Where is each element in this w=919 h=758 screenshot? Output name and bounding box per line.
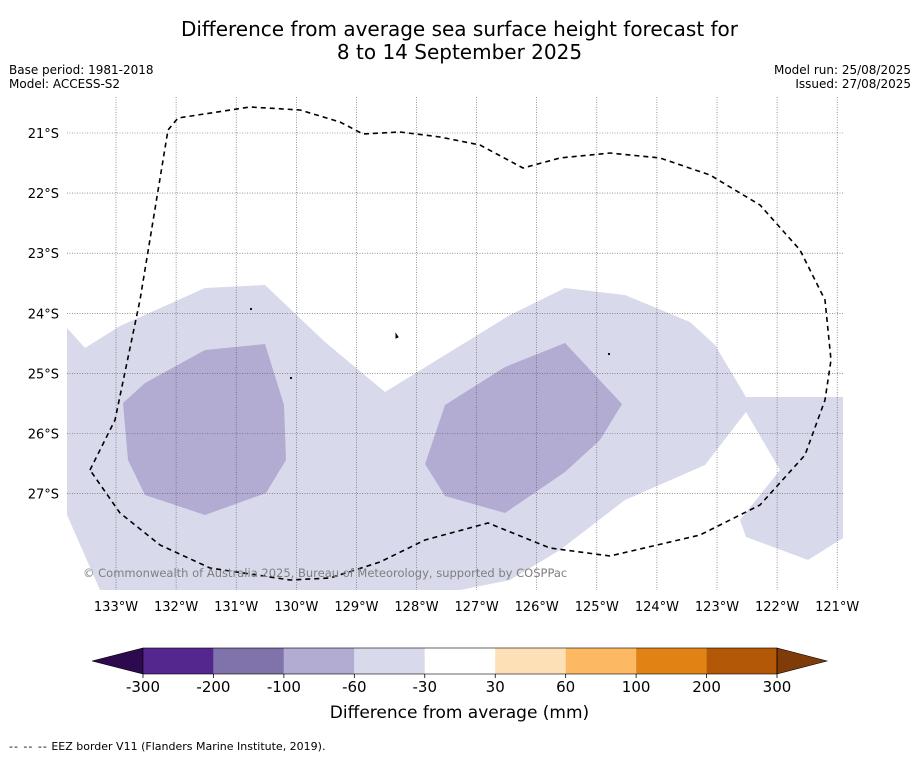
latitude-label: 21°S [28, 127, 59, 142]
latitude-label: 24°S [28, 307, 59, 322]
copyright-notice: © Commonwealth of Australia 2025, Bureau… [83, 566, 567, 580]
meta-right: Model run: 25/08/2025 Issued: 27/08/2025 [774, 63, 911, 91]
longitude-label: 121°W [815, 600, 859, 615]
issued-date: Issued: 27/08/2025 [795, 77, 911, 91]
latitude-label: 23°S [28, 247, 59, 262]
colorbar-tick-label: -100 [267, 678, 301, 696]
model-name: Model: ACCESS-S2 [9, 77, 121, 91]
colorbar-tick-label: 300 [763, 678, 792, 696]
eez-border [89, 106, 832, 581]
longitude-label: 124°W [635, 600, 679, 615]
anomaly-shading [67, 285, 843, 590]
colorbar-tick-label: 30 [486, 678, 505, 696]
footnote: -- -- -- EEZ border V11 (Flanders Marine… [9, 740, 325, 753]
base-period: Base period: 1981-2018 [9, 63, 154, 77]
title-line-2: 8 to 14 September 2025 [336, 40, 583, 64]
colorbar-bin [636, 648, 707, 674]
colorbar-bin [424, 648, 496, 674]
colorbar-label: Difference from average (mm) [329, 703, 590, 723]
colorbar-tick-label: -200 [196, 678, 230, 696]
island-marker [289, 376, 293, 380]
colorbar-tick-label: 200 [692, 678, 721, 696]
longitude-label: 130°W [274, 600, 318, 615]
island-marker [249, 307, 253, 311]
latitude-label: 26°S [28, 428, 59, 443]
meta-left: Base period: 1981-2018 Model: ACCESS-S2 [9, 63, 154, 91]
longitude-label: 123°W [695, 600, 739, 615]
longitude-label: 131°W [214, 600, 258, 615]
longitude-label: 126°W [515, 600, 559, 615]
colorbar-bin [565, 648, 637, 674]
colorbar-tick-label: 60 [556, 678, 575, 696]
colorbar-ticks: -300 -200 -100 -60 -30 30 60 100 200 300 [126, 678, 791, 696]
colorbar-tick-label: -60 [342, 678, 367, 696]
colorbar-bin [213, 648, 284, 674]
model-run: Model run: 25/08/2025 [773, 63, 911, 77]
title-line-1: Difference from average sea surface heig… [180, 17, 739, 41]
medium-anomaly-region-west [123, 344, 286, 515]
longitude-label: 128°W [394, 600, 438, 615]
colorbar-tick-label: 100 [622, 678, 651, 696]
medium-anomaly-region-central [425, 343, 622, 513]
colorbar-tick-label: -30 [413, 678, 438, 696]
colorbar-bin [706, 648, 777, 674]
colorbar-bin [495, 648, 566, 674]
longitude-labels: 133°W 132°W 131°W 130°W 129°W 128°W 127°W 126°W… [94, 600, 860, 615]
colorbar-bin [283, 648, 355, 674]
longitude-label: 129°W [334, 600, 378, 615]
latitude-label: 22°S [28, 187, 59, 202]
island-marks [249, 307, 611, 380]
latitude-label: 27°S [28, 488, 59, 503]
colorbar-bin [354, 648, 425, 674]
colorbar [91, 647, 829, 678]
eez-legend-text: EEZ border V11 (Flanders Marine Institut… [51, 740, 326, 753]
colorbar-under-arrow [91, 647, 144, 675]
graticule [67, 97, 843, 590]
island-marker [607, 352, 611, 356]
longitude-label: 122°W [755, 600, 799, 615]
map-figure: © Commonwealth of Australia 2025, Bureau… [28, 97, 860, 696]
eez-legend-dash: -- -- -- [9, 740, 48, 753]
longitude-label: 127°W [455, 600, 499, 615]
colorbar-over-arrow [776, 647, 829, 675]
latitude-label: 25°S [28, 367, 59, 382]
longitude-label: 132°W [154, 600, 198, 615]
latitude-labels: 21°S 22°S 23°S 24°S 25°S 26°S 27°S [28, 127, 59, 503]
colorbar-tick-label: -300 [126, 678, 160, 696]
colorbar-bin [143, 648, 214, 674]
longitude-label: 125°W [575, 600, 619, 615]
map-title: Difference from average sea surface heig… [0, 18, 919, 64]
island-marker [395, 332, 399, 339]
longitude-label: 133°W [94, 600, 138, 615]
colorbar-frame [142, 647, 778, 675]
